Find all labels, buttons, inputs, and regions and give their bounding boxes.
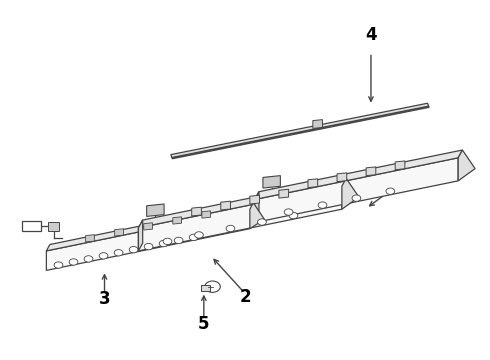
- Polygon shape: [171, 103, 429, 158]
- Circle shape: [159, 240, 168, 247]
- Polygon shape: [115, 229, 123, 236]
- Circle shape: [318, 202, 327, 208]
- Polygon shape: [86, 235, 95, 242]
- Polygon shape: [255, 158, 458, 222]
- Circle shape: [99, 253, 108, 259]
- Polygon shape: [395, 161, 405, 170]
- Polygon shape: [313, 120, 322, 129]
- Circle shape: [144, 243, 153, 250]
- Circle shape: [352, 195, 361, 201]
- Polygon shape: [147, 204, 164, 216]
- Polygon shape: [201, 284, 210, 291]
- Text: 2: 2: [239, 288, 251, 306]
- Circle shape: [163, 238, 172, 244]
- Circle shape: [189, 234, 198, 240]
- Polygon shape: [138, 186, 342, 251]
- Text: 5: 5: [198, 315, 210, 333]
- Circle shape: [174, 237, 183, 244]
- Polygon shape: [250, 203, 265, 229]
- Bar: [48, 222, 59, 231]
- Polygon shape: [221, 201, 230, 210]
- Circle shape: [69, 259, 78, 265]
- Circle shape: [129, 247, 138, 253]
- Circle shape: [284, 209, 293, 215]
- Polygon shape: [47, 209, 250, 270]
- Circle shape: [226, 225, 235, 232]
- Circle shape: [205, 281, 220, 292]
- Polygon shape: [263, 176, 280, 188]
- Polygon shape: [458, 150, 475, 181]
- Circle shape: [195, 232, 203, 238]
- Circle shape: [114, 249, 123, 256]
- Polygon shape: [337, 173, 347, 182]
- Polygon shape: [366, 167, 376, 176]
- Bar: [22, 221, 41, 231]
- Text: 4: 4: [365, 26, 377, 44]
- Circle shape: [258, 219, 267, 225]
- Polygon shape: [172, 106, 429, 159]
- Polygon shape: [192, 207, 201, 216]
- Polygon shape: [202, 211, 211, 218]
- Circle shape: [289, 212, 298, 219]
- Polygon shape: [279, 189, 289, 198]
- Text: 1: 1: [404, 164, 416, 182]
- Circle shape: [54, 262, 63, 268]
- Polygon shape: [47, 203, 253, 251]
- Polygon shape: [255, 192, 259, 222]
- Polygon shape: [144, 223, 152, 230]
- Polygon shape: [342, 178, 359, 209]
- Polygon shape: [308, 179, 318, 188]
- Polygon shape: [138, 178, 346, 228]
- Circle shape: [386, 188, 394, 194]
- Polygon shape: [255, 150, 463, 199]
- Polygon shape: [173, 217, 181, 224]
- Polygon shape: [138, 220, 143, 251]
- Polygon shape: [250, 195, 260, 204]
- Text: 3: 3: [98, 290, 110, 308]
- Circle shape: [84, 256, 93, 262]
